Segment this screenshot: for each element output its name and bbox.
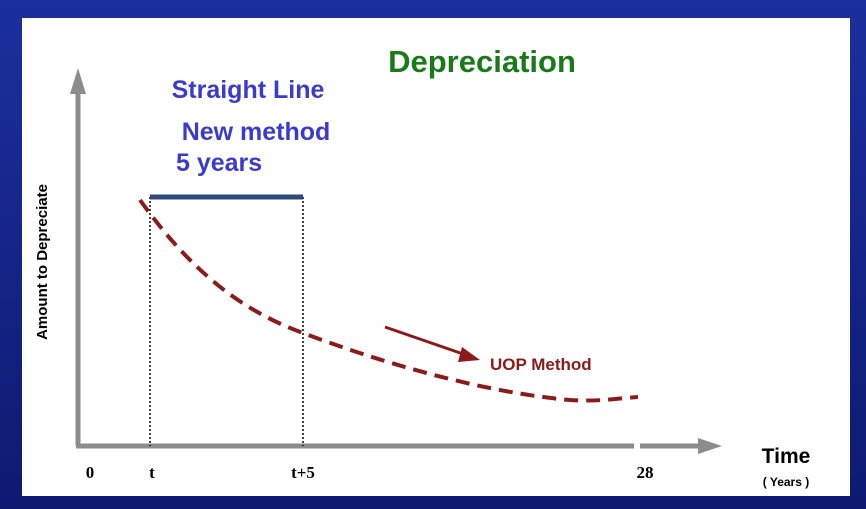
straight-line-label: Straight Line (172, 76, 325, 104)
x-axis-label: Time (762, 445, 811, 468)
method-label: New method (182, 118, 331, 146)
uop-pointer (384, 325, 467, 357)
y-axis-arrow (70, 68, 86, 94)
x-tick-label: 28 (637, 463, 654, 482)
uop-curve (138, 198, 639, 403)
x-tick-label: t+5 (291, 463, 315, 482)
y-axis-label: Amount to Depreciate (34, 184, 51, 340)
x-tick-label: 0 (86, 463, 95, 482)
content-panel (22, 18, 850, 496)
uop-pointer-head (458, 347, 480, 362)
x-axis-arrow (698, 438, 722, 454)
period-label: 5 years (176, 149, 262, 177)
uop-label: UOP Method (490, 355, 592, 374)
x-axis-unit: ( Years ) (763, 475, 809, 489)
x-tick-label: t (149, 463, 155, 482)
title: Depreciation (388, 44, 576, 79)
